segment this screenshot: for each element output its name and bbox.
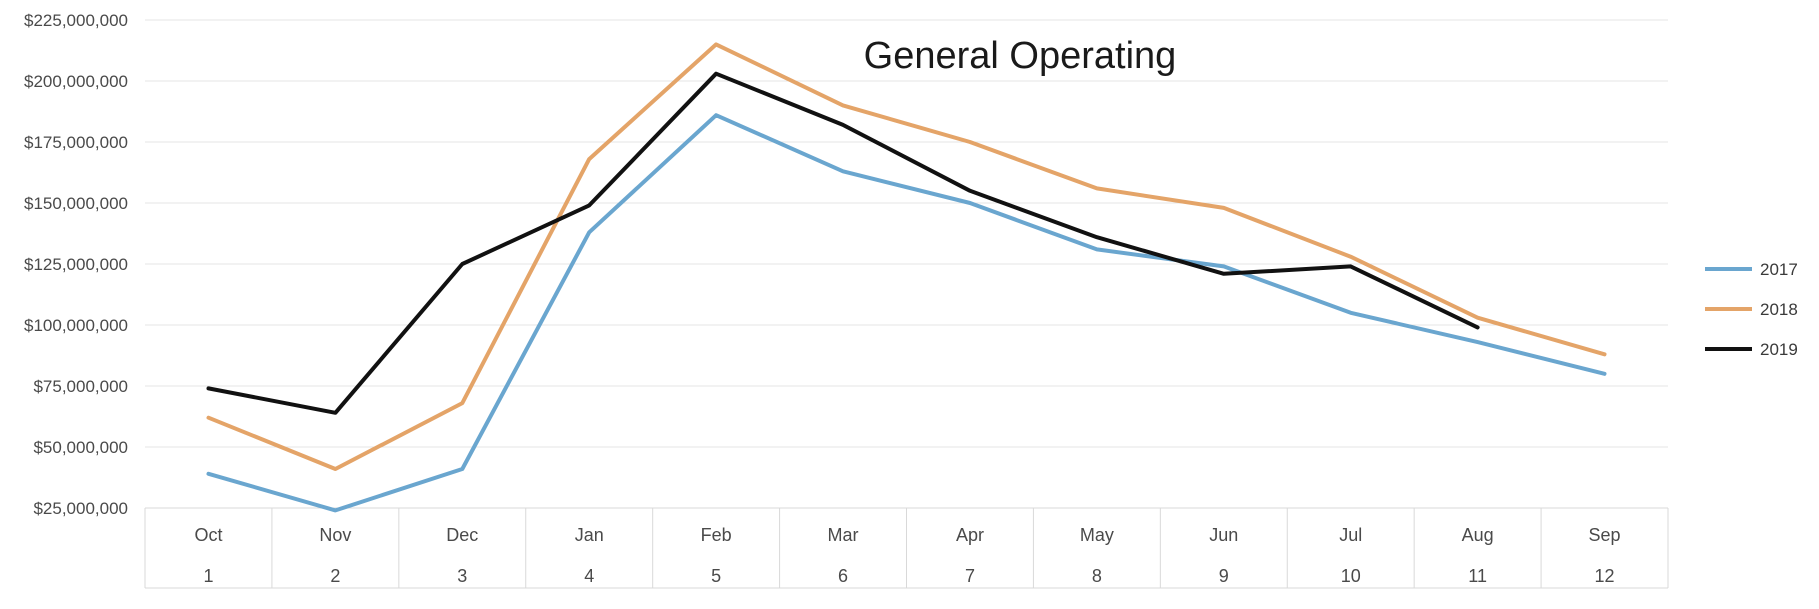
y-tick-label: $225,000,000 bbox=[24, 11, 128, 30]
x-tick-label: Sep bbox=[1589, 525, 1621, 545]
legend: 2017 2018 2019 bbox=[1705, 260, 1798, 359]
legend-label-2017: 2017 bbox=[1760, 260, 1798, 279]
legend-label-2019: 2019 bbox=[1760, 340, 1798, 359]
x-tick-label: Feb bbox=[701, 525, 732, 545]
x-tick-number: 8 bbox=[1092, 566, 1102, 586]
x-tick-number: 6 bbox=[838, 566, 848, 586]
x-tick-number: 12 bbox=[1595, 566, 1615, 586]
gridlines bbox=[145, 19, 1668, 509]
x-tick-number: 1 bbox=[203, 566, 213, 586]
y-tick-label: $125,000,000 bbox=[24, 255, 128, 274]
y-tick-label: $100,000,000 bbox=[24, 316, 128, 335]
series-line-2019 bbox=[206, 71, 1480, 415]
x-tick-label: Apr bbox=[956, 525, 984, 545]
x-tick-label: Dec bbox=[446, 525, 478, 545]
y-tick-label: $175,000,000 bbox=[24, 133, 128, 152]
y-axis: $25,000,000 $50,000,000 $75,000,000 $100,00… bbox=[24, 11, 128, 518]
x-tick-number: 11 bbox=[1468, 566, 1487, 586]
series-line-2018 bbox=[206, 42, 1607, 471]
y-tick-label: $25,000,000 bbox=[33, 499, 128, 518]
x-tick-label: Jul bbox=[1339, 525, 1362, 545]
x-tick-label: Jan bbox=[575, 525, 604, 545]
x-tick-number: 7 bbox=[965, 566, 975, 586]
y-tick-label: $150,000,000 bbox=[24, 194, 128, 213]
x-tick-label: May bbox=[1080, 525, 1114, 545]
x-tick-label: Oct bbox=[194, 525, 222, 545]
y-tick-label: $50,000,000 bbox=[33, 438, 128, 457]
x-tick-number: 9 bbox=[1219, 566, 1229, 586]
y-tick-label: $200,000,000 bbox=[24, 72, 128, 91]
series-line-2017 bbox=[206, 113, 1607, 513]
x-tick-label: Aug bbox=[1462, 525, 1494, 545]
x-tick-number: 3 bbox=[457, 566, 467, 586]
x-tick-label: Jun bbox=[1209, 525, 1238, 545]
category-axis: Oct 1 Nov 2 Dec 3 Jan 4 Feb 5 Mar 6 Apr 7 May 8 Jun 9 Jul 1… bbox=[144, 507, 1669, 589]
x-tick-number: 5 bbox=[711, 566, 721, 586]
y-tick-label: $75,000,000 bbox=[33, 377, 128, 396]
x-tick-number: 4 bbox=[584, 566, 594, 586]
x-tick-number: 10 bbox=[1341, 566, 1361, 586]
legend-label-2018: 2018 bbox=[1760, 300, 1798, 319]
chart-title: General Operating bbox=[864, 35, 1177, 77]
x-tick-label: Nov bbox=[319, 525, 351, 545]
series-lines bbox=[206, 42, 1607, 513]
x-tick-number: 2 bbox=[330, 566, 340, 586]
x-tick-label: Mar bbox=[828, 525, 859, 545]
